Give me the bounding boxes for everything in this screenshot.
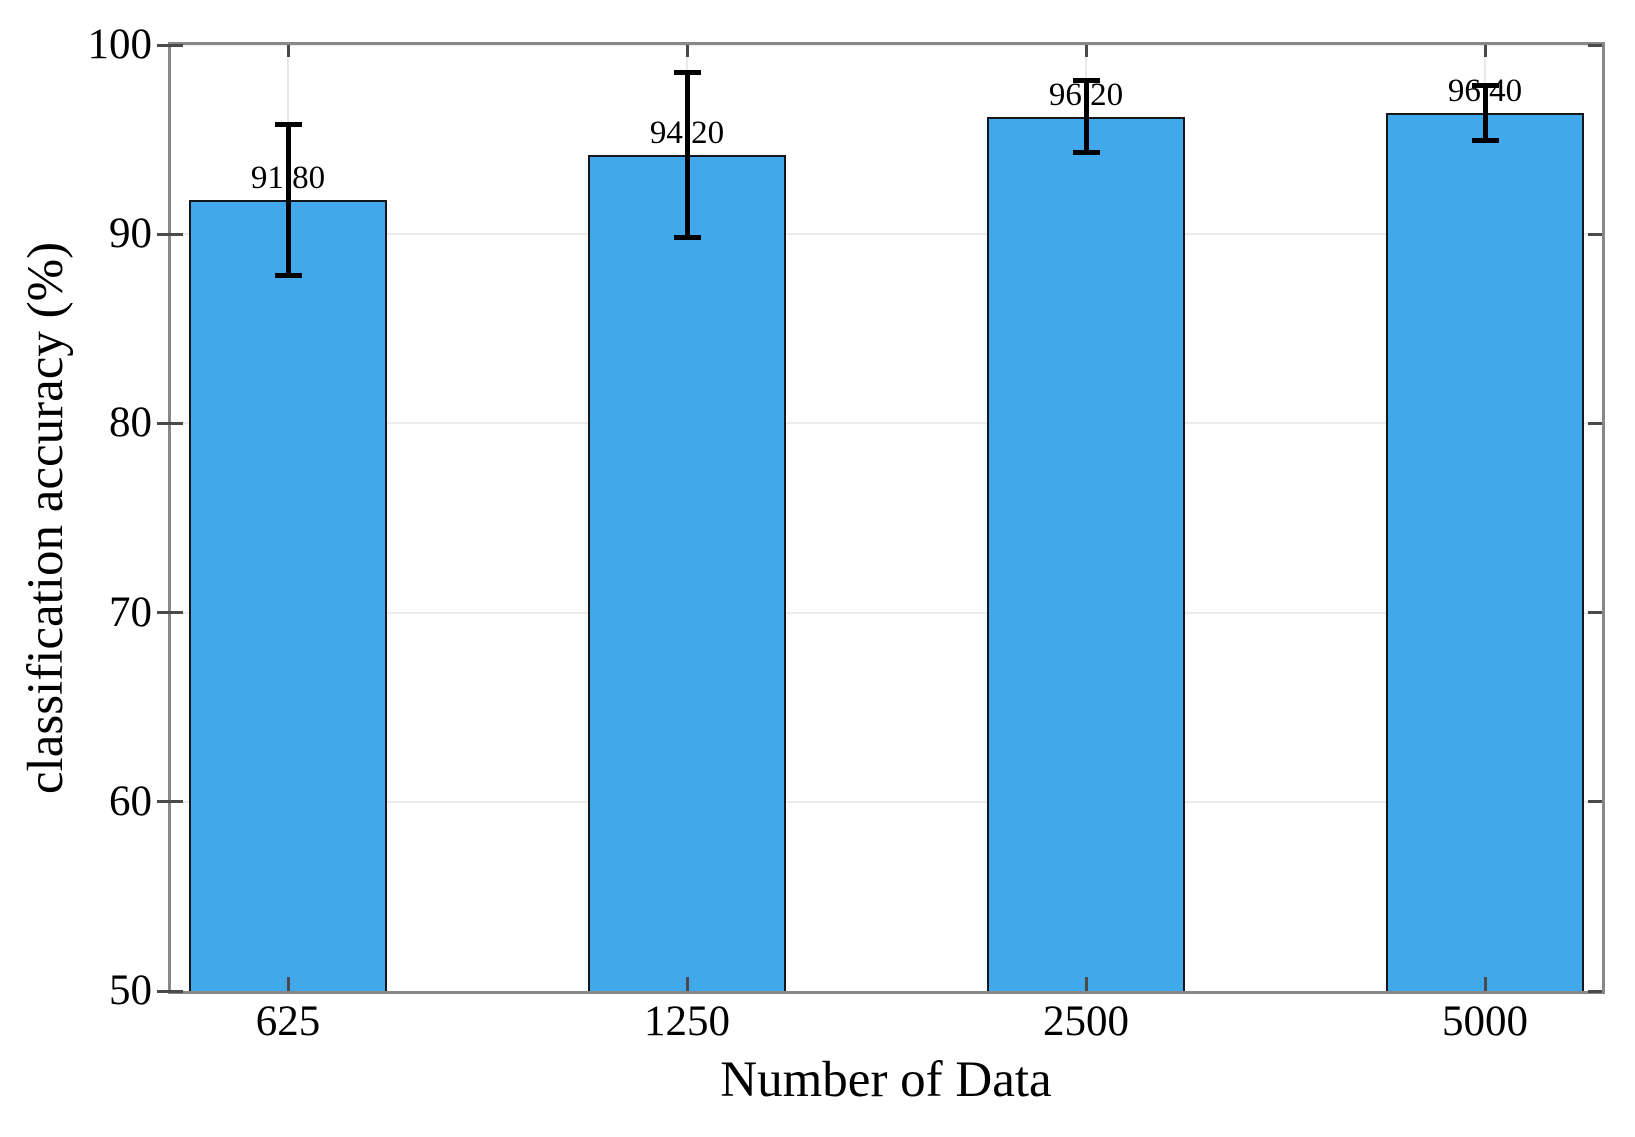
y-gridline [171, 611, 1602, 614]
y-gridline [171, 800, 1602, 803]
y-axis-title: classification accuracy (%) [18, 241, 74, 795]
y-tick-left [157, 232, 183, 236]
y-tick-label: 70 [109, 588, 152, 636]
y-tick-left [157, 800, 183, 804]
y-tick-label: 50 [109, 967, 152, 1014]
y-gridline [171, 233, 1602, 236]
y-tick-left [157, 989, 183, 993]
y-tick-right [1588, 232, 1602, 236]
y-gridline [171, 422, 1602, 425]
x-tick-bottom [1483, 977, 1487, 991]
x-axis-title: Number of Data [720, 1052, 1052, 1108]
bar-value-label: 96.20 [1048, 76, 1124, 113]
error-bar-cap-top [274, 121, 302, 127]
error-bar-line [684, 72, 690, 238]
x-tick-label: 1250 [644, 998, 730, 1045]
error-bar-cap-top [673, 69, 701, 75]
y-tick-label: 100 [87, 21, 153, 68]
error-bar-cap-bottom [1471, 138, 1499, 144]
y-tick-label: 80 [109, 399, 152, 447]
y-tick-left [157, 421, 183, 425]
bar-2500 [987, 116, 1185, 991]
y-tick-right [1588, 421, 1602, 425]
error-bar-cap-top [1072, 78, 1100, 84]
error-bar-line [285, 124, 291, 276]
y-tick-label: 90 [109, 210, 152, 258]
x-tick-top [1483, 45, 1487, 57]
x-tick-top [286, 45, 290, 57]
error-bar-line [1083, 80, 1089, 153]
y-gridline [171, 44, 1602, 46]
y-tick-right [1588, 989, 1602, 993]
plot-area: 91.80 94.20 96.20 96.40 [157, 42, 1605, 994]
y-tick-label: 60 [109, 777, 152, 825]
x-tick-bottom [1084, 977, 1088, 991]
bar-1250 [588, 154, 786, 991]
bar-625 [189, 200, 387, 991]
x-tick-top [1084, 45, 1088, 57]
x-tick-label: 2500 [1043, 998, 1129, 1045]
y-tick-left [157, 611, 183, 615]
error-bar-cap-bottom [274, 273, 302, 279]
y-tick-right [1588, 43, 1602, 47]
x-tick-label: 5000 [1442, 998, 1528, 1045]
x-tick-bottom [286, 977, 290, 991]
annotation-layer: 91.80 94.20 96.20 96.40 [171, 45, 1602, 991]
y-tick-left [157, 43, 183, 47]
bar-value-label: 94.20 [649, 114, 725, 151]
error-bar-line [1482, 85, 1488, 141]
bar-value-label: 91.80 [250, 160, 326, 197]
bar-5000 [1386, 113, 1584, 991]
error-bar-cap-top [1471, 83, 1499, 89]
bar-value-label: 96.40 [1447, 73, 1523, 110]
x-tick-top [685, 45, 689, 57]
x-tick-label: 625 [255, 998, 321, 1045]
bars-layer [171, 45, 1602, 991]
y-tick-right [1588, 611, 1602, 615]
y-tick-right [1588, 800, 1602, 804]
error-bar-cap-bottom [1072, 150, 1100, 156]
error-bar-cap-bottom [673, 234, 701, 240]
x-tick-bottom [685, 977, 689, 991]
